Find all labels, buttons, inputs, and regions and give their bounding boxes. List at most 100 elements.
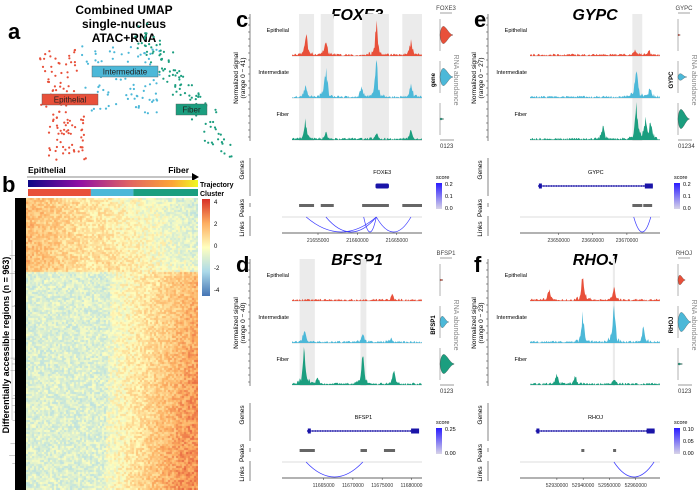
- umap-point-fiber: [152, 50, 155, 53]
- umap-point-intermediate: [148, 83, 152, 86]
- peak-gene-link: [613, 461, 655, 478]
- violin-fiber: [677, 109, 690, 129]
- umap-point-epithelial: [81, 128, 84, 131]
- gene-intron-marker: [593, 430, 595, 432]
- umap-point-epithelial: [64, 124, 67, 127]
- gene-intron-marker: [563, 430, 565, 432]
- genomic-tick-label: 52960000: [625, 483, 647, 489]
- trajectory-start-label: Epithelial: [28, 165, 66, 175]
- umap-point-fiber: [189, 98, 192, 101]
- umap-point-fiber: [230, 155, 233, 158]
- umap-point-epithelial: [57, 132, 60, 135]
- gene-intron-marker: [545, 185, 548, 187]
- umap-point-epithelial: [67, 85, 70, 88]
- signal-y-label-line: (range 0 − 40): [240, 302, 247, 343]
- score-tick-label: 0.0: [445, 206, 453, 212]
- umap-point-intermediate: [139, 53, 142, 56]
- cluster-bar-segment-fiber: [133, 189, 198, 196]
- umap-point-intermediate: [94, 52, 97, 56]
- gene-intron-marker: [608, 430, 610, 432]
- umap-point-intermediate: [154, 92, 157, 95]
- dendrogram: [15, 198, 26, 490]
- umap-point-epithelial: [64, 148, 67, 151]
- peaks-track-label: Peaks: [477, 443, 484, 462]
- rna-abundance-label: RNA abundance: [452, 300, 459, 351]
- umap-point-fiber: [203, 130, 206, 133]
- gene-intron-marker: [409, 430, 412, 432]
- umap-point-fiber: [178, 78, 181, 81]
- umap-point-epithelial: [60, 71, 63, 75]
- umap-point-fiber: [172, 51, 175, 54]
- track-label-epithelial: Epithelial: [267, 28, 289, 34]
- gene-intron-marker: [344, 430, 347, 432]
- gene-annotation-label: BFSP1: [355, 415, 372, 421]
- umap-point-fiber: [158, 70, 161, 73]
- umap-cluster-label: Epithelial: [54, 96, 87, 105]
- peak-gene-link: [305, 461, 364, 478]
- umap-point-epithelial: [50, 65, 53, 68]
- gene-intron-marker: [396, 430, 399, 432]
- score-tick-label: 0.25: [445, 427, 456, 433]
- gene-intron-marker: [349, 430, 352, 432]
- violin-gene-label: BFSP1: [436, 251, 456, 257]
- umap-point-intermediate: [102, 88, 105, 92]
- gene-intron-marker: [399, 430, 402, 432]
- accessibility-heatmap: [26, 198, 198, 490]
- gene-intron-marker: [620, 185, 623, 187]
- gene-intron-marker: [346, 430, 349, 432]
- gene-intron-marker: [605, 430, 608, 432]
- umap-point-fiber: [143, 37, 146, 40]
- gene-intron-marker: [314, 430, 317, 432]
- peak-box: [613, 449, 617, 452]
- gene-intron-marker: [351, 430, 354, 432]
- umap-point-intermediate: [129, 46, 132, 49]
- panel-letter-e: e: [474, 7, 486, 32]
- gene-intron-marker: [580, 430, 583, 432]
- gene-intron-marker: [585, 185, 588, 187]
- umap-point-fiber: [145, 50, 149, 53]
- umap-point-epithelial: [66, 71, 69, 74]
- umap-point-fiber: [197, 95, 200, 98]
- umap-point-fiber: [168, 74, 171, 77]
- umap-point-fiber: [217, 132, 220, 135]
- umap-point-intermediate: [144, 61, 147, 64]
- coverage-track-fiber: [292, 347, 422, 385]
- umap-point-intermediate: [86, 62, 90, 65]
- umap-point-fiber: [158, 43, 162, 46]
- gene-intron-marker: [643, 430, 645, 432]
- umap-point-intermediate: [137, 55, 140, 58]
- umap-point-fiber: [178, 70, 181, 73]
- gene-intron-marker: [371, 430, 374, 432]
- umap-point-fiber: [134, 35, 137, 38]
- gene-intron-marker: [613, 430, 615, 432]
- violin-epithelial: [677, 34, 681, 36]
- gene-intron-marker: [319, 430, 322, 432]
- signal-y-label-line: Normalized signal: [471, 297, 478, 349]
- umap-point-epithelial: [62, 152, 65, 155]
- peak-gene-link: [633, 216, 652, 233]
- umap-point-intermediate: [158, 73, 161, 76]
- umap-point-epithelial: [72, 90, 76, 93]
- umap-point-epithelial: [68, 57, 71, 60]
- peak-box: [320, 204, 334, 207]
- peak-box: [299, 204, 315, 207]
- coverage-track-intermediate: [530, 71, 660, 98]
- umap-point-intermediate: [111, 57, 114, 60]
- umap-point-epithelial: [47, 78, 50, 81]
- umap-point-intermediate: [151, 48, 154, 51]
- umap-point-fiber: [175, 90, 178, 93]
- umap-point-epithelial: [49, 55, 52, 58]
- gene-intron-marker: [588, 430, 590, 432]
- umap-point-intermediate: [81, 53, 84, 57]
- gene-intron-marker: [389, 430, 392, 432]
- umap-point-intermediate: [132, 83, 135, 86]
- gene-intron-marker: [585, 430, 588, 432]
- umap-scatter: [39, 22, 233, 161]
- gene-intron-marker: [359, 430, 362, 432]
- umap-point-intermediate: [129, 87, 132, 90]
- umap-point-epithelial: [65, 63, 68, 66]
- umap-point-intermediate: [147, 57, 150, 61]
- gene-intron-marker: [376, 430, 379, 432]
- genomic-tick-label: 11675000: [371, 483, 393, 489]
- umap-point-epithelial: [52, 89, 55, 92]
